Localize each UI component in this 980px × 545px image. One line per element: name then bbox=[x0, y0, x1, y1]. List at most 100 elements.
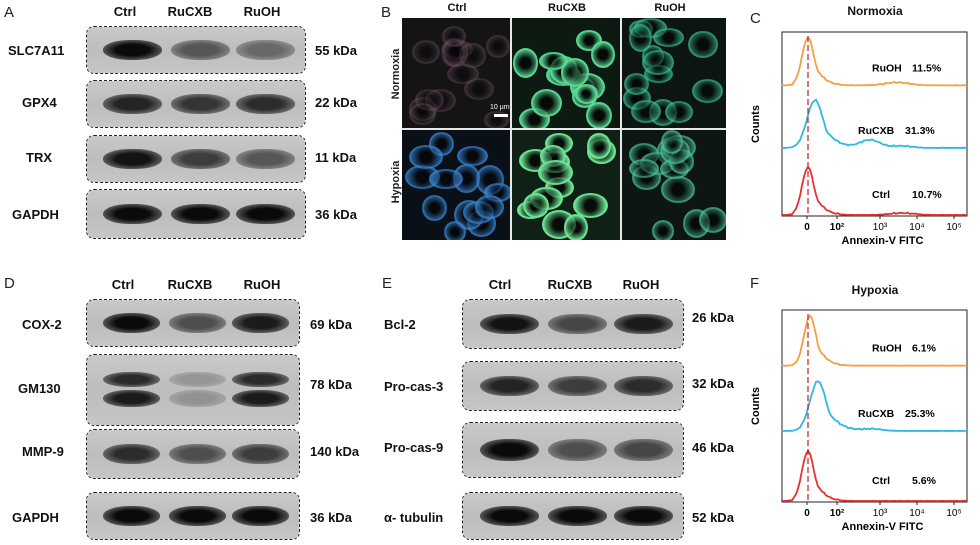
blot-band bbox=[102, 506, 161, 526]
protein-label-procas9: Pro-cas-9 bbox=[384, 440, 444, 455]
series-label-percent: 11.5% bbox=[912, 62, 942, 74]
micrograph-normoxia-rucxb bbox=[512, 18, 620, 128]
flow-chart-hypoxia: Counts 0 10² 10³ 10⁴ 10⁵ Annexin-V FITC RuOH 6.1… bbox=[750, 309, 968, 533]
kda-label: 140 kDa bbox=[310, 444, 360, 459]
blot-band bbox=[232, 313, 290, 333]
blot-band bbox=[102, 313, 161, 333]
x-tick-label: 10² bbox=[830, 222, 845, 233]
blot-band bbox=[103, 203, 163, 225]
series-label-name: RuCXB bbox=[858, 408, 895, 420]
blot-band bbox=[232, 390, 290, 407]
blot-gpx4 bbox=[86, 80, 306, 128]
micrograph-hypoxia-rucxb bbox=[512, 130, 620, 240]
blot-band bbox=[547, 438, 608, 462]
flow-title-normoxia: Normoxia bbox=[847, 4, 903, 18]
cell bbox=[575, 83, 598, 104]
kda-label: 26 kDa bbox=[692, 310, 734, 325]
blot-band bbox=[170, 94, 230, 114]
blot-band bbox=[102, 443, 161, 465]
x-tick-label: 10² bbox=[830, 508, 845, 519]
col-header-ctrl: Ctrl bbox=[111, 277, 135, 292]
cell bbox=[642, 49, 675, 76]
blot-gapdh-a bbox=[86, 189, 306, 239]
y-axis-label: Counts bbox=[750, 387, 762, 425]
kda-label: 11 kDa bbox=[315, 150, 357, 165]
micrograph-hypoxia-ctrl bbox=[402, 130, 510, 240]
blot-band bbox=[613, 506, 674, 526]
kda-label: 52 kDa bbox=[692, 510, 734, 525]
x-tick-label: 10⁴ bbox=[909, 508, 924, 519]
cell bbox=[629, 23, 653, 53]
blot-tubulin bbox=[462, 492, 684, 540]
col-header-rucxb: RuCXB bbox=[548, 2, 586, 14]
micrograph-hypoxia-ruoh bbox=[622, 130, 726, 240]
micrograph-grid: 10 µm bbox=[402, 18, 726, 240]
cell bbox=[428, 169, 463, 190]
cell bbox=[691, 79, 723, 103]
blot-band bbox=[236, 203, 296, 225]
panel-letter-c: C bbox=[750, 10, 761, 27]
kda-label: 46 kDa bbox=[692, 440, 734, 455]
col-header-ctrl: Ctrl bbox=[113, 4, 137, 19]
series-label-percent: 6.1% bbox=[912, 343, 937, 355]
blot-band bbox=[103, 149, 163, 169]
cell bbox=[631, 99, 661, 123]
kda-label: 22 kDa bbox=[315, 95, 357, 110]
blot-band bbox=[168, 506, 226, 526]
cell bbox=[587, 132, 611, 160]
blot-band bbox=[232, 371, 290, 388]
x-tick-label: 10⁵ bbox=[946, 222, 961, 233]
histogram-ruoh bbox=[781, 35, 967, 87]
blot-band bbox=[236, 149, 296, 169]
series-label-name: RuCXB bbox=[858, 125, 895, 137]
cell bbox=[665, 100, 694, 124]
blot-band bbox=[168, 443, 226, 465]
protein-label-cox2: COX-2 bbox=[22, 317, 62, 332]
y-axis-label: Counts bbox=[750, 105, 762, 143]
blot-band bbox=[479, 506, 539, 526]
panel-letter-d: D bbox=[4, 275, 15, 292]
cell bbox=[688, 30, 718, 59]
scale-bar-label: 10 µm bbox=[490, 104, 510, 111]
blot-mmp9 bbox=[86, 429, 300, 479]
protein-label-gpx4: GPX4 bbox=[22, 95, 57, 110]
blot-band bbox=[168, 313, 226, 333]
histogram-ctrl bbox=[781, 449, 967, 502]
micrograph-normoxia-ruoh bbox=[622, 18, 726, 128]
cell bbox=[624, 73, 650, 96]
micrograph-normoxia-ctrl bbox=[402, 18, 510, 128]
blot-procas3 bbox=[462, 361, 684, 411]
flow-title-hypoxia: Hypoxia bbox=[851, 283, 899, 297]
blot-band bbox=[168, 390, 226, 407]
cell bbox=[653, 28, 684, 48]
series-label-percent: 31.3% bbox=[905, 125, 935, 137]
x-tick-label: 10⁴ bbox=[909, 222, 924, 233]
kda-label: 32 kDa bbox=[692, 376, 734, 391]
kda-label: 69 kDa bbox=[310, 317, 352, 332]
x-tick-label: 10³ bbox=[873, 508, 888, 519]
cell bbox=[591, 40, 615, 69]
blot-band bbox=[103, 40, 163, 60]
row-label-hypoxia: Hypoxia bbox=[390, 160, 402, 204]
panel-letter-a: A bbox=[4, 4, 15, 21]
blot-band bbox=[547, 313, 608, 335]
row-label-normoxia: Normoxia bbox=[390, 48, 402, 100]
protein-label-bcl2: Bcl-2 bbox=[384, 317, 416, 332]
series-label-name: Ctrl bbox=[872, 189, 890, 201]
kda-label: 36 kDa bbox=[310, 510, 352, 525]
protein-label-mmp9: MMP-9 bbox=[22, 444, 64, 459]
blot-gapdh-d bbox=[86, 492, 300, 540]
series-label-percent: 5.6% bbox=[912, 475, 937, 487]
histogram-rucxb bbox=[781, 98, 967, 149]
cell bbox=[661, 130, 684, 155]
cell bbox=[456, 145, 488, 166]
cell bbox=[530, 89, 562, 118]
plot-frame bbox=[781, 309, 968, 503]
scale-bar bbox=[494, 114, 508, 117]
cell bbox=[572, 192, 608, 219]
panel-letter-e: E bbox=[382, 275, 393, 292]
histogram-ruoh bbox=[781, 314, 967, 367]
blot-band bbox=[613, 438, 674, 462]
x-axis-label: Annexin-V FITC bbox=[842, 521, 924, 533]
x-tick-label: 0 bbox=[804, 222, 810, 233]
